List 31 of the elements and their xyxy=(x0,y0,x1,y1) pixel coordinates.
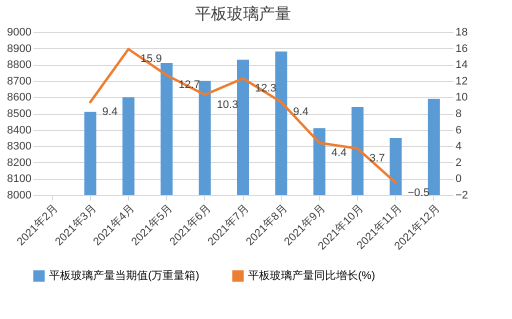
y-tick-label: 9000 xyxy=(7,26,32,38)
y-tick-label: 8000 xyxy=(7,190,32,202)
y-tick-label: 8800 xyxy=(7,59,32,72)
data-label: 3.7 xyxy=(370,152,385,165)
y-tick-label: 8300 xyxy=(7,140,32,153)
data-label: −0.5 xyxy=(408,186,430,199)
y2-tick-label: 10 xyxy=(456,92,468,104)
y-tick-label: 8200 xyxy=(7,156,32,169)
line-series xyxy=(89,48,397,184)
y-tick-label: 8700 xyxy=(7,75,32,88)
y2-tick-label: 16 xyxy=(456,42,468,55)
data-label: 4.4 xyxy=(331,146,347,159)
data-label: 9.4 xyxy=(102,106,118,118)
y-tick-label: 8400 xyxy=(7,124,32,136)
y-tick-label: 8100 xyxy=(7,173,32,186)
chart-title: 平板玻璃产量 xyxy=(195,5,291,23)
y2-tick-label: −2 xyxy=(456,190,468,202)
y2-tick-label: 6 xyxy=(456,124,462,136)
legend-label: 平板玻璃产量当期值(万重量箱) xyxy=(49,269,200,282)
y2-tick-label: 2 xyxy=(456,156,462,169)
y2-tick-label: 14 xyxy=(456,59,468,72)
legend-label: 平板玻璃产量同比增长(%) xyxy=(248,269,376,282)
y-tick-label: 8600 xyxy=(7,92,32,104)
y2-tick-label: 18 xyxy=(456,26,468,38)
y2-tick-label: 4 xyxy=(456,140,462,153)
data-label: 9.4 xyxy=(293,106,308,118)
y2-tick-label: 12 xyxy=(456,75,468,88)
y-tick-label: 8900 xyxy=(7,42,32,55)
y2-tick-label: 0 xyxy=(456,173,462,186)
y2-tick-label: 8 xyxy=(456,108,462,120)
y-tick-label: 8500 xyxy=(7,108,32,120)
